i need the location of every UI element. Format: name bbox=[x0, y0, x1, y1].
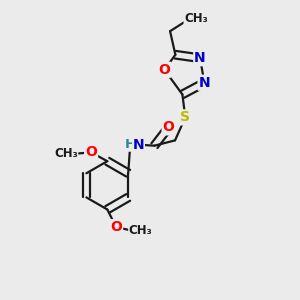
Text: O: O bbox=[163, 120, 175, 134]
Text: H: H bbox=[125, 138, 136, 151]
Text: O: O bbox=[110, 220, 122, 234]
Text: N: N bbox=[199, 76, 210, 90]
Text: CH₃: CH₃ bbox=[129, 224, 152, 237]
Text: O: O bbox=[85, 146, 97, 159]
Text: S: S bbox=[180, 110, 190, 124]
Text: N: N bbox=[133, 138, 144, 152]
Text: CH₃: CH₃ bbox=[54, 147, 78, 160]
Text: O: O bbox=[158, 63, 170, 77]
Text: N: N bbox=[194, 51, 206, 65]
Text: CH₃: CH₃ bbox=[184, 12, 208, 25]
